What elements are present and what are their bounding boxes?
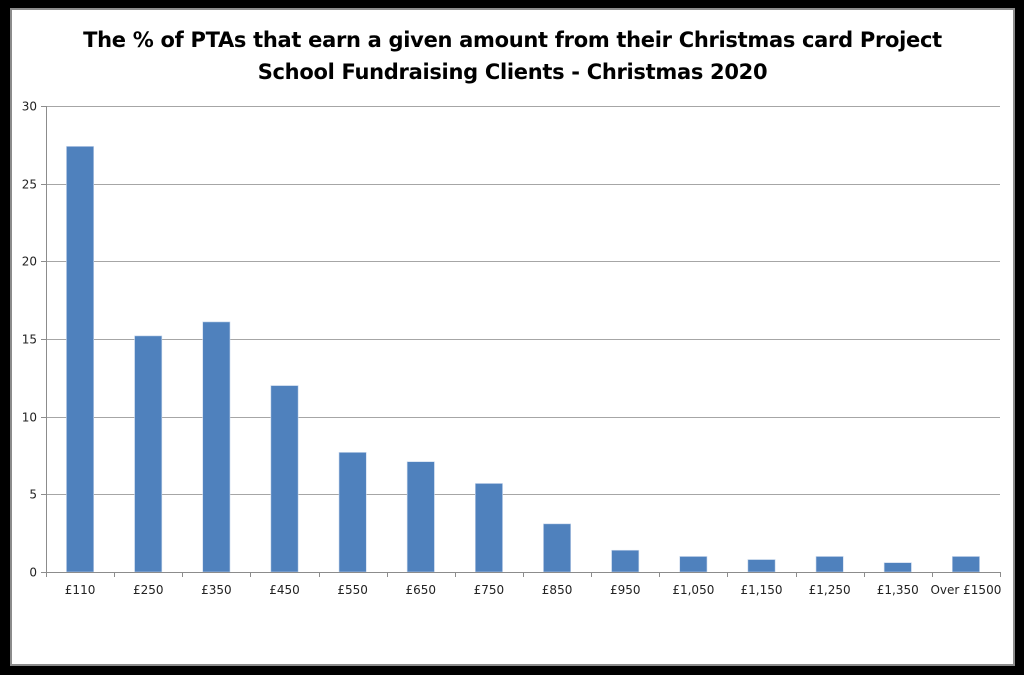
x-tick-label: £550: [337, 583, 368, 597]
y-tick-label: 5: [29, 488, 37, 502]
chart-panel: The % of PTAs that earn a given amount f…: [10, 8, 1015, 666]
bar-10: [747, 559, 776, 573]
y-tick-label: 15: [22, 333, 37, 347]
x-tick-label: £350: [201, 583, 232, 597]
chart-title-line-1: The % of PTAs that earn a given amount f…: [83, 28, 942, 52]
y-tick-label: 10: [22, 411, 37, 425]
bar-3: [270, 385, 299, 573]
y-tick-label: 25: [22, 178, 37, 192]
x-tick-label: £1,350: [877, 583, 919, 597]
bar-2: [202, 321, 231, 573]
x-tick-label: £1,250: [809, 583, 851, 597]
x-tick-label: Over £1500: [930, 583, 1001, 597]
bar-11: [815, 556, 844, 573]
x-tick-label: £250: [133, 583, 164, 597]
bar-12: [883, 562, 912, 573]
y-tick-label: 30: [22, 100, 37, 114]
chart-title-line-2: School Fundraising Clients - Christmas 2…: [257, 60, 768, 84]
x-tick-label: £110: [65, 583, 96, 597]
x-tick-label: £450: [269, 583, 300, 597]
x-tick-label: £1,050: [672, 583, 714, 597]
x-tick-label: £1,150: [741, 583, 783, 597]
bar-4: [338, 452, 367, 573]
x-tick-label: £650: [406, 583, 437, 597]
bar-9: [679, 556, 708, 573]
bar-5: [406, 461, 435, 573]
bar-8: [611, 549, 640, 573]
bar-6: [474, 483, 503, 573]
x-tick-label: £950: [610, 583, 641, 597]
y-tick-label: 0: [29, 566, 37, 580]
bar-7: [543, 523, 572, 573]
x-tick-label: £750: [474, 583, 505, 597]
y-tick-label: 20: [22, 255, 37, 269]
bar-13: [951, 556, 980, 573]
x-tick-label: £850: [542, 583, 573, 597]
bar-1: [134, 335, 163, 573]
bar-0: [66, 146, 94, 573]
chart-title: The % of PTAs that earn a given amount f…: [12, 24, 1013, 88]
